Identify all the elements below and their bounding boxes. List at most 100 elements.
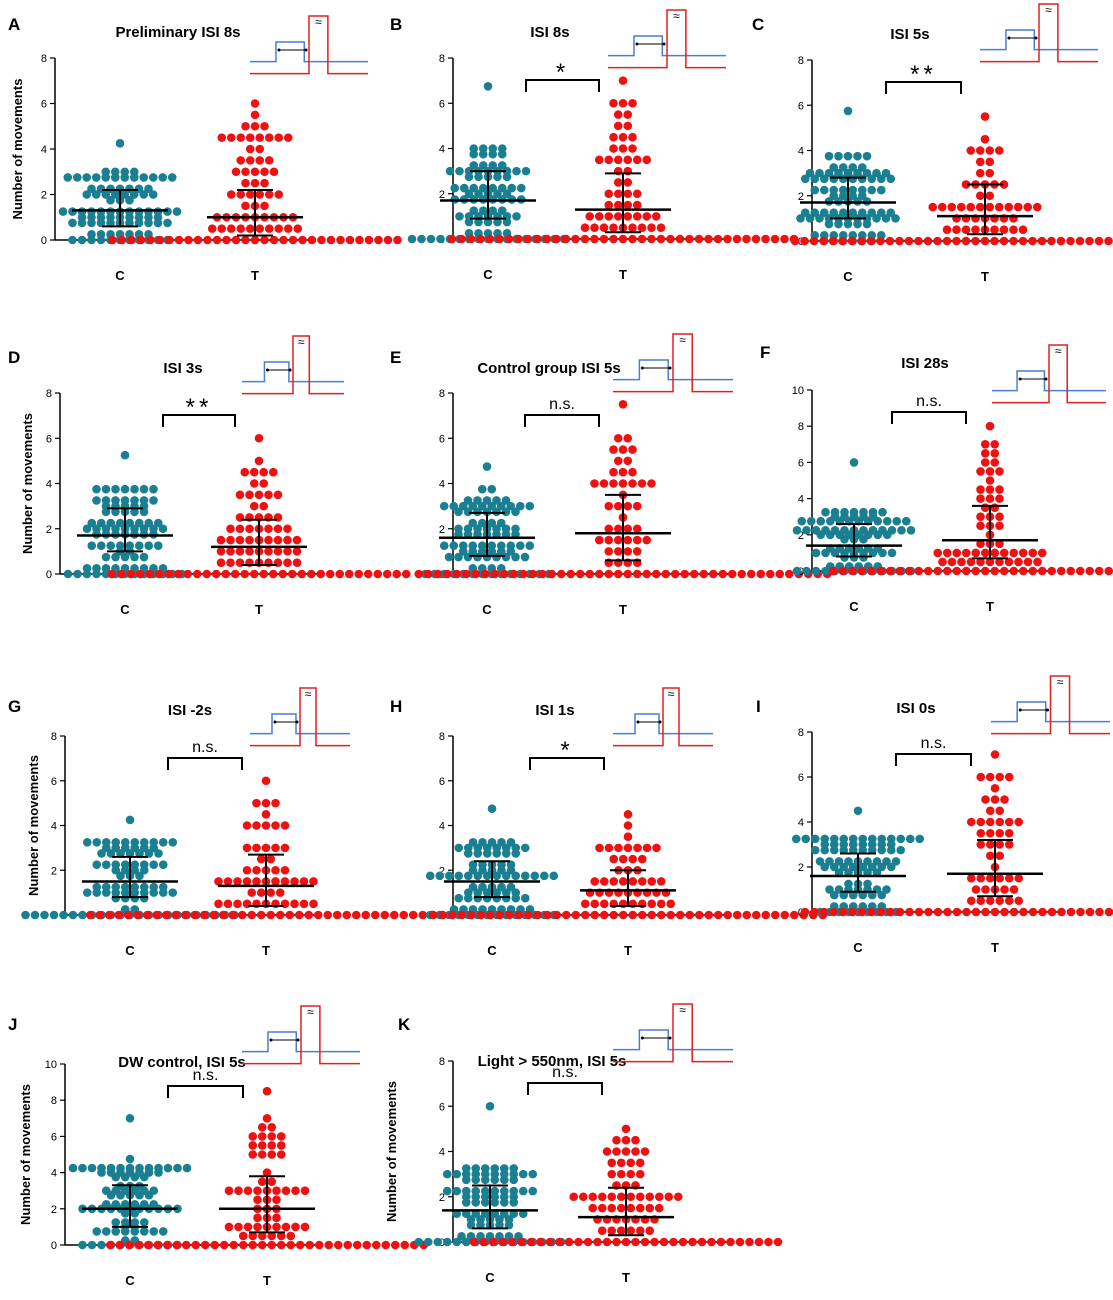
break-symbol-icon: ≈ bbox=[673, 9, 680, 23]
data-point-treatment bbox=[142, 910, 152, 920]
data-point-treatment bbox=[838, 566, 848, 576]
data-point-treatment bbox=[580, 910, 590, 920]
y-tick-label: 4 bbox=[439, 144, 445, 156]
data-point-treatment bbox=[288, 235, 298, 245]
data-point-treatment bbox=[1018, 236, 1028, 246]
data-point-control bbox=[518, 1186, 528, 1196]
data-point-control bbox=[96, 212, 106, 222]
data-point-control bbox=[492, 552, 501, 562]
data-point-treatment bbox=[257, 1132, 267, 1141]
y-tick-label: 8 bbox=[51, 731, 57, 743]
data-point-control bbox=[139, 484, 149, 494]
data-point-treatment bbox=[616, 1158, 626, 1168]
chart-title: Preliminary ISI 8s bbox=[115, 24, 240, 41]
data-point-control bbox=[897, 525, 906, 535]
data-point-treatment bbox=[364, 235, 374, 245]
data-point-control bbox=[487, 837, 497, 847]
data-point-control bbox=[867, 834, 877, 844]
data-point-treatment bbox=[345, 235, 355, 245]
data-point-treatment bbox=[995, 485, 1004, 494]
isi-arrow-head bbox=[265, 368, 269, 372]
data-point-treatment bbox=[253, 1222, 262, 1232]
data-point-control bbox=[501, 871, 511, 881]
data-point-treatment bbox=[281, 1186, 291, 1195]
data-point-treatment bbox=[943, 907, 952, 917]
y-tick-label: 4 bbox=[439, 479, 445, 491]
y-tick-label: 6 bbox=[439, 98, 445, 110]
data-point-treatment bbox=[276, 1150, 286, 1159]
data-point-control bbox=[530, 871, 540, 881]
data-point-treatment bbox=[635, 1203, 645, 1213]
data-point-control bbox=[153, 518, 163, 528]
data-point-treatment bbox=[248, 1240, 258, 1250]
data-point-control bbox=[471, 1169, 481, 1179]
data-point-treatment bbox=[990, 566, 1000, 576]
data-point-treatment bbox=[264, 535, 273, 545]
stimulus-tone-trace bbox=[250, 15, 368, 75]
data-point-control bbox=[461, 1169, 471, 1179]
data-point-treatment bbox=[275, 888, 285, 897]
data-point-treatment bbox=[632, 189, 642, 199]
data-point-treatment bbox=[985, 817, 995, 827]
data-point-control bbox=[129, 173, 139, 182]
y-tick-label: 4 bbox=[798, 817, 804, 829]
data-point-treatment bbox=[707, 1237, 716, 1247]
data-point-treatment bbox=[623, 110, 633, 119]
data-point-control bbox=[139, 507, 149, 517]
data-point-treatment bbox=[226, 535, 235, 545]
data-point-treatment bbox=[976, 467, 985, 476]
data-point-treatment bbox=[995, 851, 1005, 861]
data-point-control bbox=[144, 518, 154, 528]
data-point-treatment bbox=[269, 167, 279, 177]
data-point-treatment bbox=[264, 190, 274, 199]
data-point-treatment bbox=[981, 907, 990, 917]
isi-arrow-head bbox=[668, 1036, 672, 1040]
data-point-control bbox=[482, 849, 492, 858]
data-point-treatment bbox=[609, 479, 618, 488]
data-point-treatment bbox=[933, 566, 943, 576]
data-point-treatment bbox=[1018, 225, 1028, 234]
data-point-treatment bbox=[254, 456, 264, 466]
data-point-control bbox=[520, 843, 530, 853]
data-point-treatment bbox=[245, 535, 254, 545]
isi-arrow-head bbox=[304, 48, 308, 52]
data-point-control bbox=[106, 212, 115, 222]
data-point-treatment bbox=[260, 178, 269, 188]
data-point-treatment bbox=[595, 843, 604, 853]
y-tick-label: 6 bbox=[439, 1101, 445, 1113]
data-point-treatment bbox=[618, 479, 628, 488]
data-point-treatment bbox=[1018, 548, 1028, 558]
data-point-control bbox=[487, 484, 497, 494]
data-point-control bbox=[509, 1169, 519, 1179]
data-point-treatment bbox=[594, 212, 604, 221]
data-point-treatment bbox=[838, 236, 847, 246]
data-point-control bbox=[492, 849, 502, 858]
data-point-treatment bbox=[613, 189, 623, 199]
data-point-control bbox=[862, 151, 872, 161]
data-point-treatment bbox=[180, 910, 190, 920]
data-point-treatment bbox=[640, 1237, 650, 1247]
data-point-control bbox=[449, 541, 459, 551]
data-point-treatment bbox=[264, 490, 273, 500]
data-point-control bbox=[450, 183, 460, 193]
data-point-control bbox=[867, 208, 877, 218]
data-point-treatment bbox=[628, 910, 638, 920]
data-point-treatment bbox=[623, 535, 633, 545]
data-point-treatment bbox=[447, 234, 457, 244]
data-point-treatment bbox=[623, 121, 633, 131]
data-point-treatment bbox=[217, 224, 227, 233]
data-point-treatment bbox=[990, 795, 1000, 804]
data-point-treatment bbox=[656, 910, 666, 920]
data-point-treatment bbox=[716, 1237, 726, 1247]
data-point-treatment bbox=[735, 1237, 745, 1247]
data-point-control bbox=[830, 525, 840, 535]
data-point-treatment bbox=[590, 479, 599, 488]
data-point-treatment bbox=[242, 877, 252, 886]
data-point-control bbox=[896, 845, 906, 855]
data-point-control bbox=[877, 834, 887, 844]
panel-label: D bbox=[8, 348, 20, 367]
data-point-control bbox=[797, 516, 807, 526]
data-point-treatment bbox=[751, 234, 761, 244]
stimulus-light-trace bbox=[613, 713, 713, 735]
